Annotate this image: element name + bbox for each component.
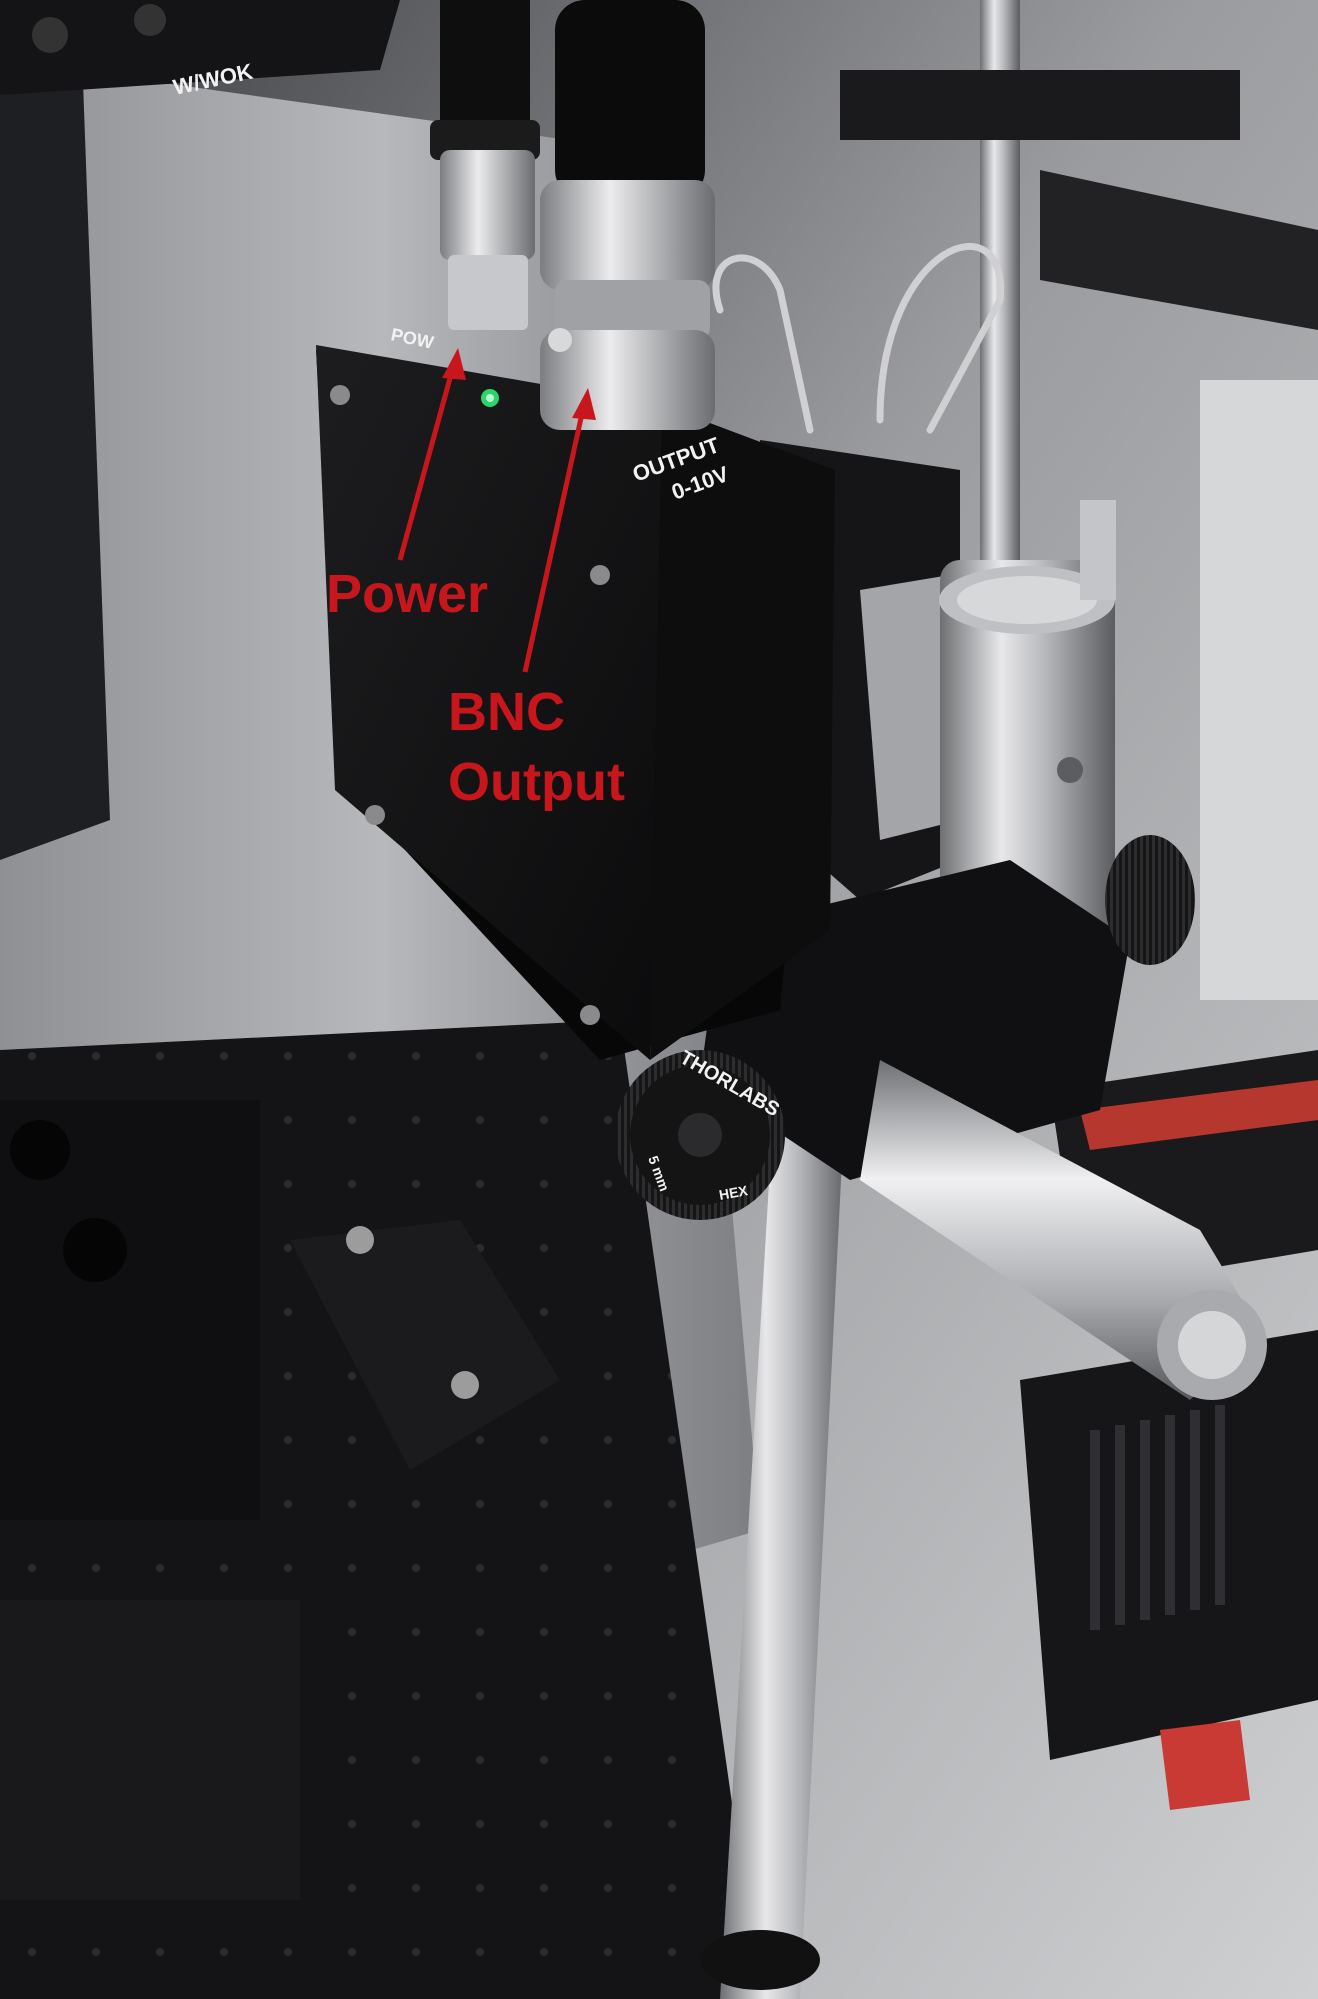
red-block <box>1160 1720 1250 1810</box>
bnc-connector[interactable] <box>540 0 715 430</box>
thumb-knob[interactable]: THORLABS 5 mm HEX <box>615 1047 785 1220</box>
screw-bottom-left <box>365 805 385 825</box>
screw-bottom-right <box>580 1005 600 1025</box>
power-arrow <box>397 359 458 561</box>
screw-top-right <box>590 565 610 585</box>
right-rail <box>1040 170 1318 330</box>
horizontal-rod <box>860 1060 1260 1400</box>
device-front-face <box>316 345 662 1060</box>
mount-plate <box>290 1220 560 1470</box>
power-annotation: Power <box>326 564 488 624</box>
bnc-cable <box>555 0 705 200</box>
setscrew <box>1080 500 1116 600</box>
power-connector[interactable] <box>430 0 540 330</box>
top-frame-bar <box>0 0 400 95</box>
bnc-arrow-head <box>572 388 596 420</box>
left-dark-column <box>0 0 110 860</box>
screw-top-left <box>330 385 350 405</box>
bottom-left-mount <box>0 1600 300 1900</box>
vertical-post <box>720 1000 850 1999</box>
right-white-panel <box>1200 380 1318 1000</box>
right-top-bracket <box>840 70 1240 140</box>
bnc-annotation-line2: Output <box>448 752 625 812</box>
device-side-face <box>650 405 835 1060</box>
annotation-arrows <box>397 348 596 673</box>
knob-type-text: HEX <box>718 1182 750 1203</box>
bnc-annotation-line1: BNC <box>448 682 565 742</box>
spring-clip <box>712 243 1005 434</box>
side-knob[interactable] <box>1105 835 1195 965</box>
post-base <box>700 1930 820 1990</box>
sensor-device: POW OUTPUT 0-10V <box>316 324 835 1060</box>
power-cable <box>440 0 530 130</box>
power-arrow-head <box>442 348 466 380</box>
bnc-arrow <box>522 399 588 673</box>
